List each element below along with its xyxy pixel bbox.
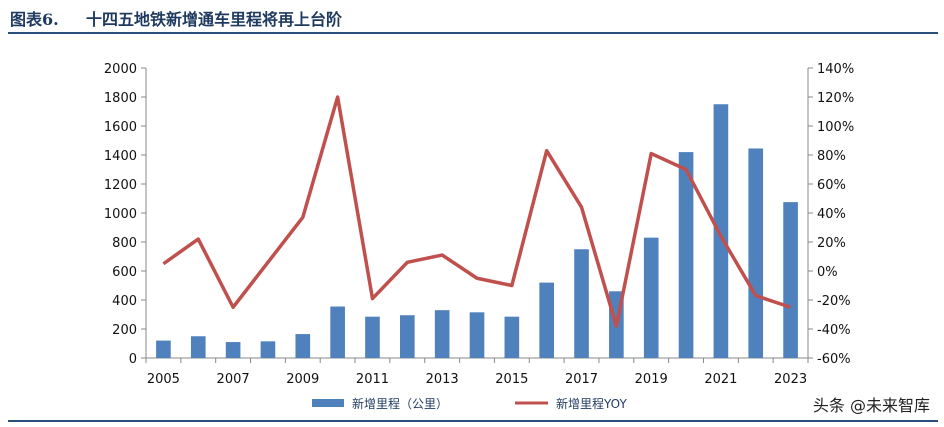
bar bbox=[713, 104, 729, 358]
bar bbox=[330, 306, 345, 358]
bar bbox=[295, 334, 311, 358]
watermark: 头条 @未来智库 bbox=[812, 396, 930, 415]
x-tick-label: 2023 bbox=[774, 372, 807, 387]
y-left-tick-label: 400 bbox=[112, 294, 137, 309]
x-tick-label: 2019 bbox=[635, 372, 668, 387]
y-right-tick-label: 40% bbox=[817, 207, 846, 222]
bar bbox=[678, 152, 694, 358]
x-tick-label: 2017 bbox=[565, 372, 598, 387]
y-left-tick-label: 600 bbox=[112, 265, 137, 280]
bar bbox=[399, 315, 415, 358]
y-right-tick-label: 20% bbox=[817, 236, 846, 251]
y-right-tick-label: 120% bbox=[817, 91, 854, 106]
bar bbox=[260, 341, 276, 358]
y-left-tick-label: 800 bbox=[112, 236, 137, 251]
y-right-tick-label: 100% bbox=[817, 120, 854, 135]
y-right-tick-label: -60% bbox=[817, 352, 851, 367]
bar bbox=[434, 310, 450, 358]
chart-legend: 新增里程（公里） 新增里程YOY bbox=[312, 396, 627, 411]
legend-bar-label: 新增里程（公里） bbox=[352, 396, 448, 411]
x-tick-label: 2007 bbox=[217, 372, 250, 387]
y-left-tick-label: 1600 bbox=[104, 120, 137, 135]
line-series bbox=[162, 95, 792, 328]
figure-label: 图表6. bbox=[10, 10, 59, 29]
y-right-tick-label: -40% bbox=[817, 323, 851, 338]
x-tick-label: 2015 bbox=[495, 372, 528, 387]
y-right-tick-label: 140% bbox=[817, 62, 854, 77]
bar bbox=[469, 312, 485, 358]
bottom-divider bbox=[8, 420, 938, 422]
y-right-tick-label: 0% bbox=[817, 265, 838, 280]
y-left-tick-label: 200 bbox=[112, 323, 137, 338]
y-right-tick-label: 80% bbox=[817, 149, 846, 164]
y-left-tick-label: 1400 bbox=[104, 149, 137, 164]
bar bbox=[365, 316, 380, 358]
bar bbox=[156, 340, 171, 358]
x-tick-label: 2005 bbox=[147, 372, 180, 387]
bar bbox=[783, 202, 798, 358]
title-divider bbox=[8, 32, 938, 34]
y-right-tick-label: 60% bbox=[817, 178, 846, 193]
bar bbox=[504, 316, 520, 358]
bar bbox=[643, 237, 659, 358]
bar bbox=[748, 148, 764, 358]
bar-series bbox=[156, 104, 798, 358]
y-left-tick-label: 2000 bbox=[104, 62, 137, 77]
y-left-tick-label: 1800 bbox=[104, 91, 137, 106]
legend-line-label: 新增里程YOY bbox=[556, 396, 627, 411]
yoy-line bbox=[162, 95, 792, 328]
x-tick-label: 2009 bbox=[286, 372, 319, 387]
y-left-tick-label: 1000 bbox=[104, 207, 137, 222]
chart-axes: 0 200 400 600 800 1000 1200 1400 1600 1800 2000 -60… bbox=[104, 62, 854, 387]
legend-bar-swatch bbox=[312, 399, 344, 407]
chart-header: 图表6. 十四五地铁新增通车里程将再上台阶 bbox=[0, 0, 944, 36]
y-right-tick-label: -20% bbox=[817, 294, 851, 309]
bar bbox=[225, 342, 241, 358]
bar bbox=[574, 249, 589, 358]
chart-title: 十四五地铁新增通车里程将再上台阶 bbox=[86, 10, 343, 29]
x-tick-label: 2021 bbox=[704, 372, 737, 387]
bar bbox=[539, 282, 555, 358]
x-tick-label: 2013 bbox=[426, 372, 459, 387]
y-left-tick-label: 0 bbox=[129, 352, 137, 367]
y-left-tick-label: 1200 bbox=[104, 178, 137, 193]
bar bbox=[190, 336, 206, 358]
x-tick-label: 2011 bbox=[356, 372, 389, 387]
